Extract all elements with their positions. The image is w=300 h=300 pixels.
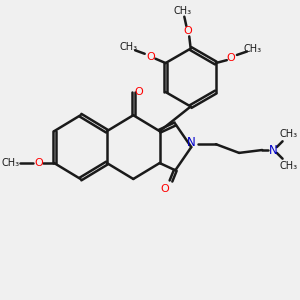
Text: CH₃: CH₃: [244, 44, 262, 54]
Text: O: O: [134, 87, 143, 97]
Text: O: O: [146, 52, 155, 62]
Text: CH₃: CH₃: [173, 7, 192, 16]
Text: N: N: [268, 143, 278, 157]
Text: O: O: [183, 26, 192, 36]
Text: O: O: [161, 184, 170, 194]
Text: CH₃: CH₃: [1, 158, 19, 168]
Text: O: O: [34, 158, 43, 168]
Text: CH₃: CH₃: [279, 161, 297, 171]
Text: N: N: [187, 136, 196, 149]
Text: CH₃: CH₃: [119, 42, 137, 52]
Text: CH₃: CH₃: [279, 129, 297, 139]
Text: O: O: [226, 53, 235, 63]
